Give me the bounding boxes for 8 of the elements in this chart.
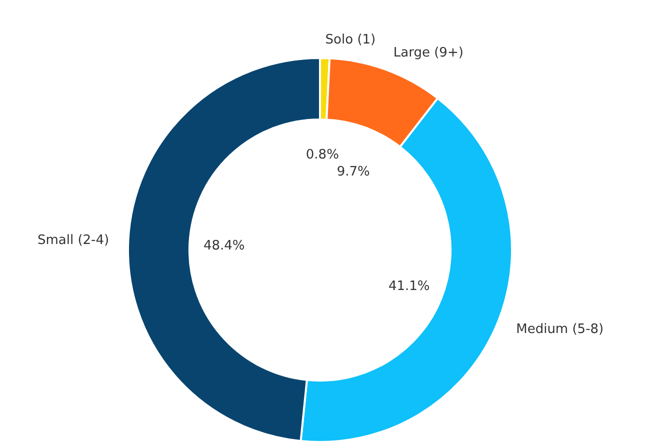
slice-label: Medium (5-8) (516, 322, 604, 337)
slice-label: Large (9+) (393, 46, 464, 61)
data-label: 41.1% (388, 279, 430, 294)
data-label: 0.8% (306, 148, 339, 163)
data-label: 9.7% (336, 164, 370, 180)
slice-label: Small (2-4) (37, 232, 110, 248)
slice-label: Solo (1) (325, 32, 376, 48)
data-label: 48.4% (203, 238, 245, 254)
